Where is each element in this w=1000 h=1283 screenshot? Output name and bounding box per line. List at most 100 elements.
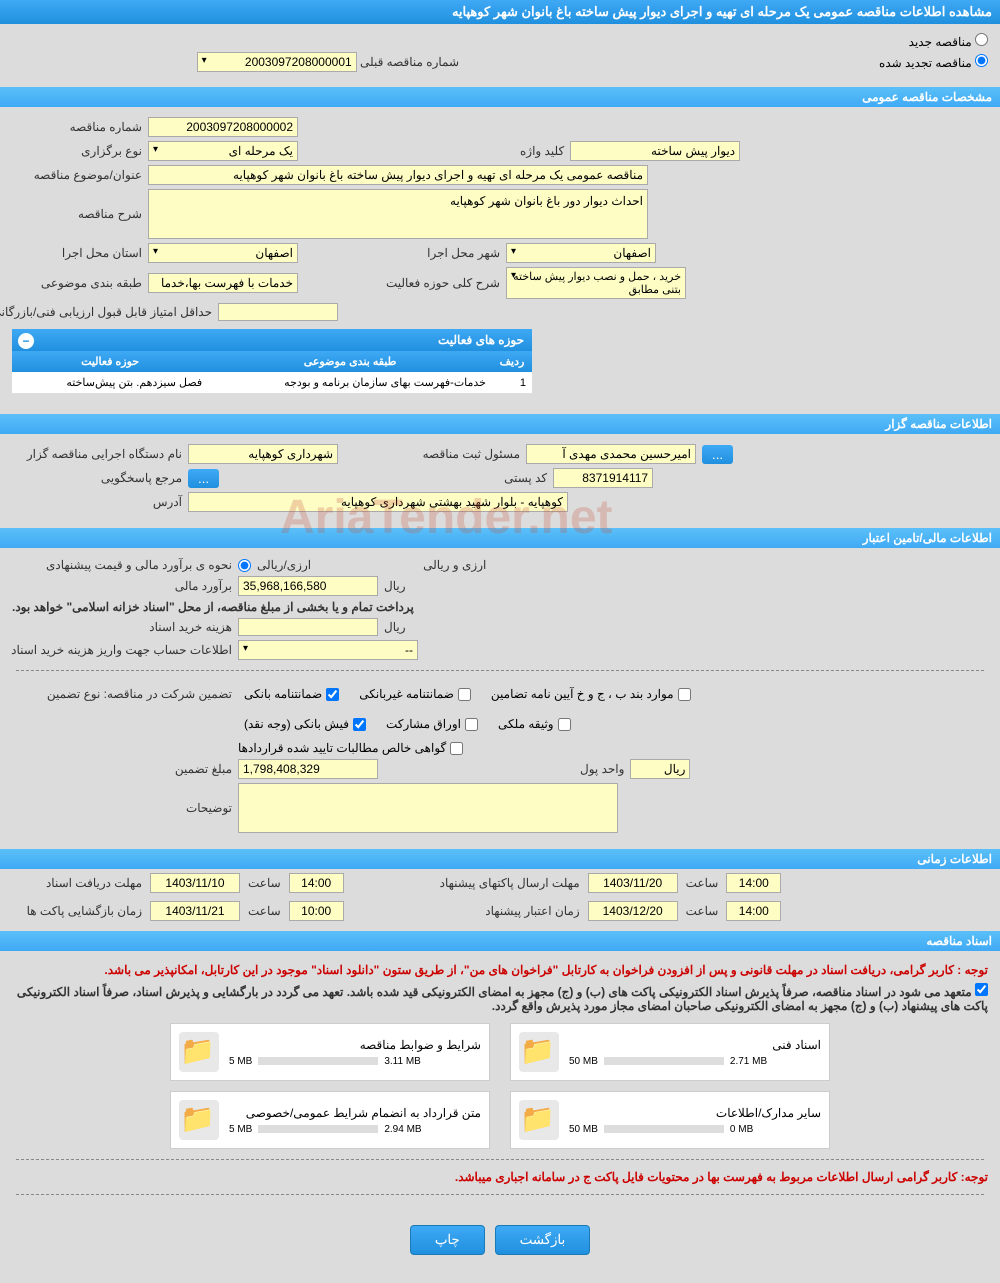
section-general: مشخصات مناقصه عمومی xyxy=(0,87,1000,107)
tender-mode-group: مناقصه جدید مناقصه تجدید شده شماره مناقص… xyxy=(0,24,1000,81)
cb-property[interactable]: وثیقه ملکی xyxy=(498,717,571,731)
responsible-more-button[interactable]: ... xyxy=(702,445,733,464)
account-label: اطلاعات حساب جهت واریز هزینه خرید اسناد xyxy=(12,643,232,657)
validity-label: زمان اعتبار پیشنهاد xyxy=(420,904,580,918)
packet-send-label: مهلت ارسال پاکتهای پیشنهاد xyxy=(420,876,580,890)
currency-label: ارزی و ریالی xyxy=(423,558,486,572)
section-documents: اسناد مناقصه xyxy=(0,931,1000,951)
validity-date[interactable]: 1403/12/20 xyxy=(588,901,678,921)
tender-number-field: 2003097208000002 xyxy=(148,117,298,137)
folder-icon xyxy=(519,1032,559,1072)
activity-scope-label: شرح کلی حوزه فعالیت xyxy=(390,276,500,290)
section-financial: اطلاعات مالی/تامین اعتبار xyxy=(0,528,1000,548)
print-button[interactable]: چاپ xyxy=(410,1225,485,1255)
type-select[interactable]: یک مرحله ای xyxy=(148,141,298,161)
activity-table: ردیف طبقه بندی موضوعی حوزه فعالیت 1 خدما… xyxy=(12,351,532,394)
city-label: شهر محل اجرا xyxy=(390,246,500,260)
postal-field: 8371914117 xyxy=(553,468,653,488)
validity-time[interactable]: 14:00 xyxy=(726,901,781,921)
section-organizer: اطلاعات مناقصه گزار xyxy=(0,414,1000,434)
open-date[interactable]: 1403/11/21 xyxy=(150,901,240,921)
packet-send-time[interactable]: 14:00 xyxy=(726,873,781,893)
doc-card[interactable]: شرایط و ضوابط مناقصه 5 MB 3.11 MB xyxy=(170,1023,490,1081)
cb-certified[interactable]: گواهی خالص مطالبات تایید شده قراردادها xyxy=(238,741,463,755)
open-time[interactable]: 10:00 xyxy=(289,901,344,921)
type-label: نوع برگزاری xyxy=(12,144,142,158)
doc-card[interactable]: اسناد فنی 50 MB 2.71 MB xyxy=(510,1023,830,1081)
prev-number-label: شماره مناقصه قبلی xyxy=(360,55,459,69)
tender-number-label: شماره مناقصه xyxy=(12,120,142,134)
money-unit-label: واحد پول xyxy=(580,762,624,776)
desc-label: شرح مناقصه xyxy=(12,189,142,221)
address-field[interactable]: کوهپایه - بلوار شهید بهشتی شهرداری کوهپا… xyxy=(188,492,568,512)
money-unit-field: ریال xyxy=(630,759,690,779)
doc-note2: متعهد می شود در اسناد مناقصه، صرفاً پذیر… xyxy=(17,985,988,1013)
cb-items[interactable]: موارد بند ب ، ج و خ آیین نامه تضامین xyxy=(491,687,691,701)
subject-label: عنوان/موضوع مناقصه xyxy=(12,168,142,182)
open-label: زمان بازگشایی پاکت ها xyxy=(12,904,142,918)
guarantee-amount-field: 1,798,408,329 xyxy=(238,759,378,779)
doc-receive-time[interactable]: 14:00 xyxy=(289,873,344,893)
th-area: حوزه فعالیت xyxy=(12,351,208,372)
address-label: آدرس xyxy=(12,495,182,509)
commitment-checkbox[interactable] xyxy=(975,983,988,996)
unit-label: ریال xyxy=(384,579,406,593)
payment-note: پرداخت تمام و یا بخشی از مبلغ مناقصه، از… xyxy=(12,600,414,614)
method-label: نحوه ی برآورد مالی و قیمت پیشنهادی xyxy=(12,558,232,572)
collapse-icon[interactable]: − xyxy=(18,333,34,349)
cb-nonbank[interactable]: ضمانتنامه غیربانکی xyxy=(359,687,471,701)
doc-receive-label: مهلت دریافت اسناد xyxy=(12,876,142,890)
doc-receive-date[interactable]: 1403/11/10 xyxy=(150,873,240,893)
doc-note1: توجه : کاربر گرامی، دریافت اسناد در مهلت… xyxy=(12,963,988,977)
cb-cash[interactable]: فیش بانکی (وجه نقد) xyxy=(244,717,366,731)
table-row: 1 خدمات-فهرست بهای سازمان برنامه و بودجه… xyxy=(12,372,532,394)
province-label: استان محل اجرا xyxy=(12,246,142,260)
reference-more-button[interactable]: ... xyxy=(188,469,219,488)
city-select[interactable]: اصفهان xyxy=(506,243,656,263)
desc-field[interactable]: احداث دیوار دور باغ بانوان شهر کوهپایه xyxy=(148,189,648,239)
doc-card[interactable]: سایر مدارک/اطلاعات 50 MB 0 MB xyxy=(510,1091,830,1149)
prev-number-select[interactable]: 2003097208000001 xyxy=(197,52,357,72)
back-button[interactable]: بازگشت xyxy=(495,1225,591,1255)
doc-note3: توجه: کاربر گرامی ارسال اطلاعات مربوط به… xyxy=(12,1170,988,1184)
folder-icon xyxy=(519,1100,559,1140)
explanation-field[interactable] xyxy=(238,783,618,833)
account-select[interactable]: -- xyxy=(238,640,418,660)
guarantee-amount-label: مبلغ تضمین xyxy=(12,762,232,776)
province-select[interactable]: اصفهان xyxy=(148,243,298,263)
reference-label: مرجع پاسخگویی xyxy=(12,471,182,485)
subject-field[interactable]: مناقصه عمومی یک مرحله ای تهیه و اجرای دی… xyxy=(148,165,648,185)
radio-renewed[interactable]: مناقصه تجدید شده شماره مناقصه قبلی 20030… xyxy=(12,52,988,72)
guarantee-label: تضمین شرکت در مناقصه: نوع تضمین xyxy=(12,687,232,701)
doc-card[interactable]: متن قرارداد به انضمام شرایط عمومی/خصوصی … xyxy=(170,1091,490,1149)
section-timing: اطلاعات زمانی xyxy=(0,849,1000,869)
doc-cost-label: هزینه خرید اسناد xyxy=(12,620,232,634)
cb-bank[interactable]: ضمانتنامه بانکی xyxy=(244,687,339,701)
radio-new[interactable]: مناقصه جدید xyxy=(12,33,988,49)
th-cat: طبقه بندی موضوعی xyxy=(208,351,492,372)
keyword-label: کلید واژه xyxy=(520,144,564,158)
page-title: مشاهده اطلاعات مناقصه عمومی یک مرحله ای … xyxy=(0,0,1000,24)
doc-cost-field[interactable] xyxy=(238,618,378,636)
category-field[interactable]: خدمات با فهرست بها،خدما xyxy=(148,273,298,293)
postal-label: کد پستی xyxy=(437,471,547,485)
cb-bonds[interactable]: اوراق مشارکت xyxy=(386,717,478,731)
min-score-label: حداقل امتیاز قابل قبول ارزیابی فنی/بازرگ… xyxy=(12,305,212,319)
activity-table-header: حوزه های فعالیت − xyxy=(12,329,532,351)
responsible-label: مسئول ثبت مناقصه xyxy=(410,447,520,461)
category-label: طبقه بندی موضوعی xyxy=(12,276,142,290)
estimate-label: برآورد مالی xyxy=(12,579,232,593)
packet-send-date[interactable]: 1403/11/20 xyxy=(588,873,678,893)
org-name-label: نام دستگاه اجرایی مناقصه گزار xyxy=(12,447,182,461)
keyword-field[interactable]: دیوار پیش ساخته xyxy=(570,141,740,161)
th-row: ردیف xyxy=(492,351,532,372)
method-radio[interactable] xyxy=(238,559,251,572)
folder-icon xyxy=(179,1032,219,1072)
min-score-field[interactable] xyxy=(218,303,338,321)
responsible-field: امیرحسین محمدی مهدی آ xyxy=(526,444,696,464)
org-name-field: شهرداری کوهپایه xyxy=(188,444,338,464)
estimate-field: 35,968,166,580 xyxy=(238,576,378,596)
activity-scope-select[interactable]: خرید ، حمل و نصب دیوار پیش ساخته بتنی مط… xyxy=(506,267,686,299)
folder-icon xyxy=(179,1100,219,1140)
explanation-label: توضیحات xyxy=(12,783,232,815)
